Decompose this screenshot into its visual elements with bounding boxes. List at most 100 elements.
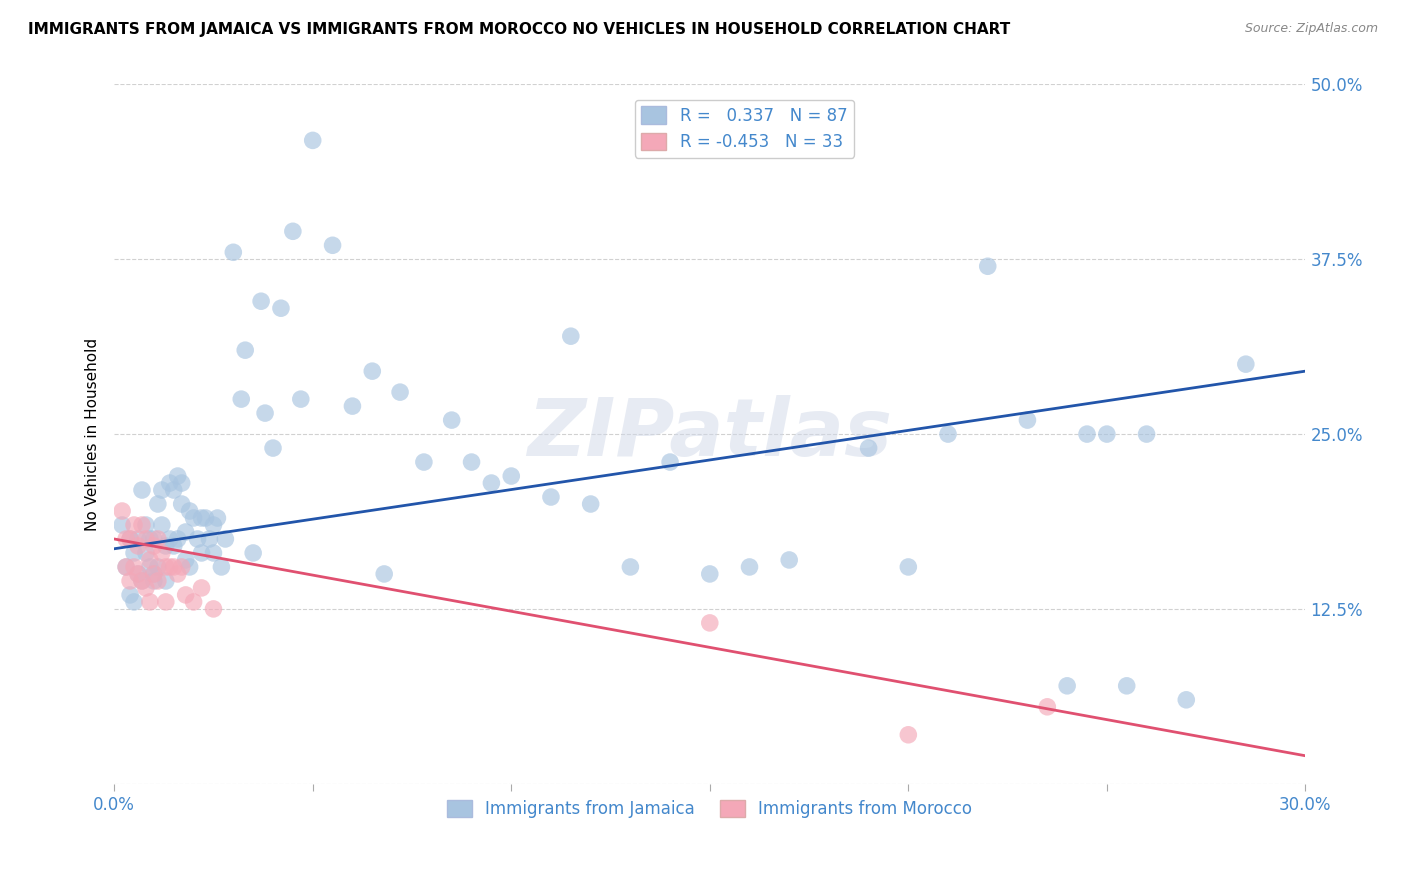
- Point: [179, 504, 201, 518]
- Point: [373, 566, 395, 581]
- Point: [202, 546, 225, 560]
- Point: [290, 392, 312, 406]
- Text: IMMIGRANTS FROM JAMAICA VS IMMIGRANTS FROM MOROCCO NO VEHICLES IN HOUSEHOLD CORR: IMMIGRANTS FROM JAMAICA VS IMMIGRANTS FR…: [28, 22, 1011, 37]
- Point: [150, 546, 173, 560]
- Text: ZIPatlas: ZIPatlas: [527, 395, 893, 473]
- Point: [207, 511, 229, 525]
- Point: [481, 476, 503, 491]
- Y-axis label: No Vehicles in Household: No Vehicles in Household: [86, 337, 100, 531]
- Point: [163, 560, 186, 574]
- Point: [120, 588, 142, 602]
- Point: [440, 413, 463, 427]
- Point: [146, 497, 169, 511]
- Point: [540, 490, 562, 504]
- Point: [254, 406, 277, 420]
- Point: [166, 469, 188, 483]
- Point: [858, 441, 880, 455]
- Point: [142, 539, 165, 553]
- Legend: Immigrants from Jamaica, Immigrants from Morocco: Immigrants from Jamaica, Immigrants from…: [440, 793, 979, 824]
- Point: [131, 574, 153, 588]
- Point: [412, 455, 434, 469]
- Point: [322, 238, 344, 252]
- Point: [122, 546, 145, 560]
- Point: [135, 546, 157, 560]
- Point: [146, 532, 169, 546]
- Point: [699, 566, 721, 581]
- Point: [301, 133, 323, 147]
- Point: [560, 329, 582, 343]
- Point: [135, 518, 157, 533]
- Point: [174, 588, 197, 602]
- Point: [1076, 427, 1098, 442]
- Point: [619, 560, 641, 574]
- Point: [170, 497, 193, 511]
- Point: [183, 595, 205, 609]
- Point: [361, 364, 384, 378]
- Point: [120, 532, 142, 546]
- Point: [250, 294, 273, 309]
- Point: [699, 615, 721, 630]
- Point: [142, 532, 165, 546]
- Point: [142, 574, 165, 588]
- Point: [242, 546, 264, 560]
- Point: [139, 553, 162, 567]
- Point: [150, 518, 173, 533]
- Point: [897, 728, 920, 742]
- Point: [209, 560, 232, 574]
- Point: [131, 518, 153, 533]
- Point: [135, 532, 157, 546]
- Point: [139, 560, 162, 574]
- Point: [170, 476, 193, 491]
- Point: [1036, 699, 1059, 714]
- Point: [115, 560, 138, 574]
- Point: [163, 483, 186, 497]
- Point: [174, 553, 197, 567]
- Point: [111, 504, 134, 518]
- Point: [187, 532, 209, 546]
- Point: [281, 224, 304, 238]
- Point: [778, 553, 800, 567]
- Point: [231, 392, 253, 406]
- Point: [166, 532, 188, 546]
- Point: [115, 560, 138, 574]
- Point: [122, 518, 145, 533]
- Point: [127, 566, 149, 581]
- Point: [389, 385, 412, 400]
- Point: [738, 560, 761, 574]
- Point: [120, 532, 142, 546]
- Point: [190, 511, 212, 525]
- Point: [139, 595, 162, 609]
- Point: [183, 511, 205, 525]
- Point: [146, 560, 169, 574]
- Point: [460, 455, 482, 469]
- Point: [122, 560, 145, 574]
- Point: [233, 343, 256, 358]
- Point: [131, 483, 153, 497]
- Point: [1135, 427, 1157, 442]
- Point: [155, 539, 177, 553]
- Point: [198, 532, 221, 546]
- Point: [190, 546, 212, 560]
- Point: [159, 476, 181, 491]
- Point: [131, 574, 153, 588]
- Point: [163, 539, 186, 553]
- Point: [170, 560, 193, 574]
- Point: [1017, 413, 1039, 427]
- Point: [222, 245, 245, 260]
- Point: [155, 560, 177, 574]
- Point: [1175, 693, 1198, 707]
- Point: [501, 469, 523, 483]
- Point: [127, 532, 149, 546]
- Point: [262, 441, 284, 455]
- Point: [270, 301, 292, 316]
- Point: [190, 581, 212, 595]
- Point: [159, 532, 181, 546]
- Point: [159, 560, 181, 574]
- Point: [936, 427, 959, 442]
- Point: [150, 483, 173, 497]
- Point: [139, 532, 162, 546]
- Point: [194, 511, 217, 525]
- Point: [1095, 427, 1118, 442]
- Point: [342, 399, 364, 413]
- Point: [1234, 357, 1257, 371]
